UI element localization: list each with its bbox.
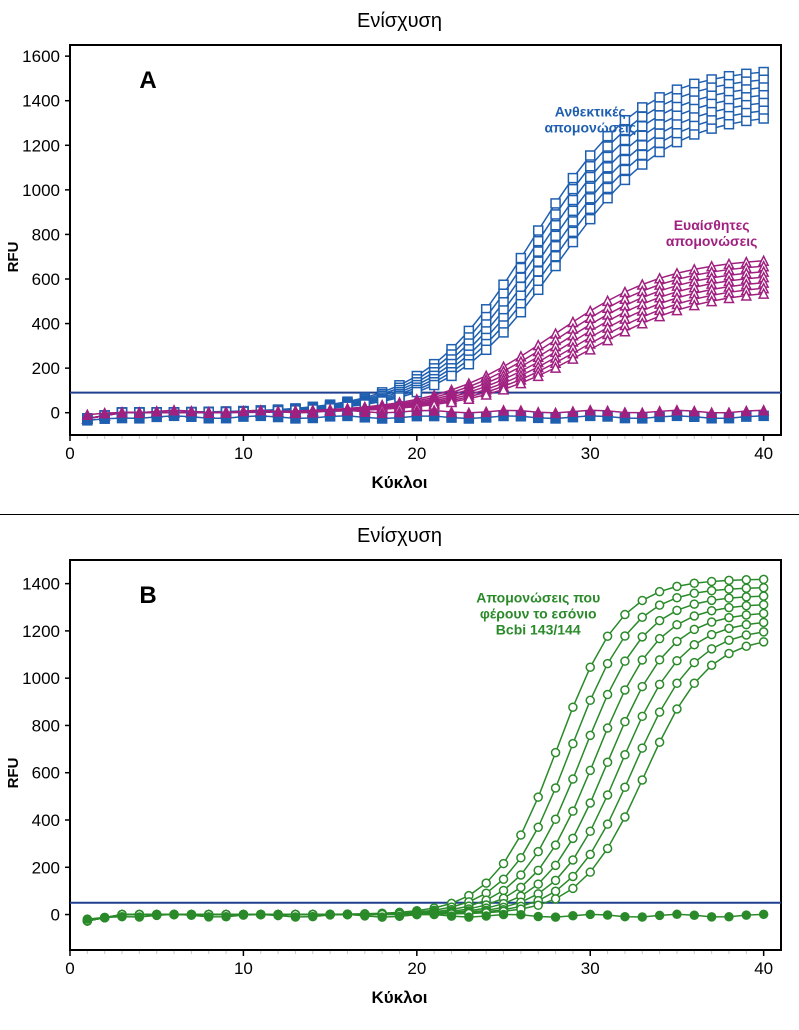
svg-text:200: 200	[32, 858, 60, 877]
svg-text:200: 200	[32, 359, 60, 378]
svg-text:30: 30	[581, 959, 600, 978]
svg-text:0: 0	[51, 906, 60, 925]
svg-text:400: 400	[32, 811, 60, 830]
svg-text:Ευαίσθητες: Ευαίσθητες	[674, 217, 750, 233]
svg-text:30: 30	[581, 444, 600, 463]
svg-text:Bcbi 143/144: Bcbi 143/144	[496, 622, 581, 638]
panel-b-xlabel: Κύκλοι	[0, 982, 799, 1022]
panel-b: Ενίσχυση RFU 0 200 400 600 800 1000 1200 1400 0 1…	[0, 515, 799, 1030]
svg-text:0: 0	[65, 444, 74, 463]
svg-text:1400: 1400	[22, 575, 60, 594]
svg-text:20: 20	[407, 444, 426, 463]
svg-text:20: 20	[407, 959, 426, 978]
panel-b-ylabel: RFU	[5, 757, 22, 788]
svg-text:800: 800	[32, 716, 60, 735]
svg-text:600: 600	[32, 270, 60, 289]
svg-text:40: 40	[754, 959, 773, 978]
svg-text:0: 0	[65, 959, 74, 978]
panel-a-ylabel: RFU	[5, 242, 22, 273]
svg-text:φέρουν το εσόνιο: φέρουν το εσόνιο	[480, 606, 597, 622]
svg-text:0: 0	[51, 404, 60, 423]
panel-a-xlabel: Κύκλοι	[0, 467, 799, 507]
svg-text:1600: 1600	[22, 47, 60, 66]
svg-text:απομονώσεις: απομονώσεις	[544, 119, 636, 135]
svg-text:Ανθεκτικές: Ανθεκτικές	[555, 103, 626, 119]
figure-container: Ενίσχυση RFU 020040060080010001200140016…	[0, 0, 799, 1030]
svg-text:400: 400	[32, 315, 60, 334]
panel-b-svg: 0 200 400 600 800 1000 1200 1400 0 10 20 30 40 B Απομο…	[0, 552, 799, 982]
svg-text:απομονώσεις: απομονώσεις	[666, 233, 758, 249]
svg-text:Απομονώσεις που: Απομονώσεις που	[476, 590, 600, 606]
svg-text:40: 40	[754, 444, 773, 463]
svg-text:600: 600	[32, 764, 60, 783]
svg-text:1000: 1000	[22, 181, 60, 200]
svg-text:1200: 1200	[22, 136, 60, 155]
svg-text:10: 10	[234, 444, 253, 463]
panel-a: Ενίσχυση RFU 020040060080010001200140016…	[0, 0, 799, 515]
svg-text:B: B	[139, 582, 156, 609]
svg-text:10: 10	[234, 959, 253, 978]
svg-text:1200: 1200	[22, 622, 60, 641]
panel-a-svg: 0 200 400 600 800 1000 1200 1400 1600 0 10 20 30 40 A Α…	[0, 37, 799, 467]
svg-text:A: A	[139, 67, 156, 94]
svg-text:800: 800	[32, 225, 60, 244]
svg-text:1000: 1000	[22, 669, 60, 688]
panel-a-title: Ενίσχυση	[0, 0, 799, 37]
svg-text:1400: 1400	[22, 92, 60, 111]
panel-b-title: Ενίσχυση	[0, 515, 799, 552]
